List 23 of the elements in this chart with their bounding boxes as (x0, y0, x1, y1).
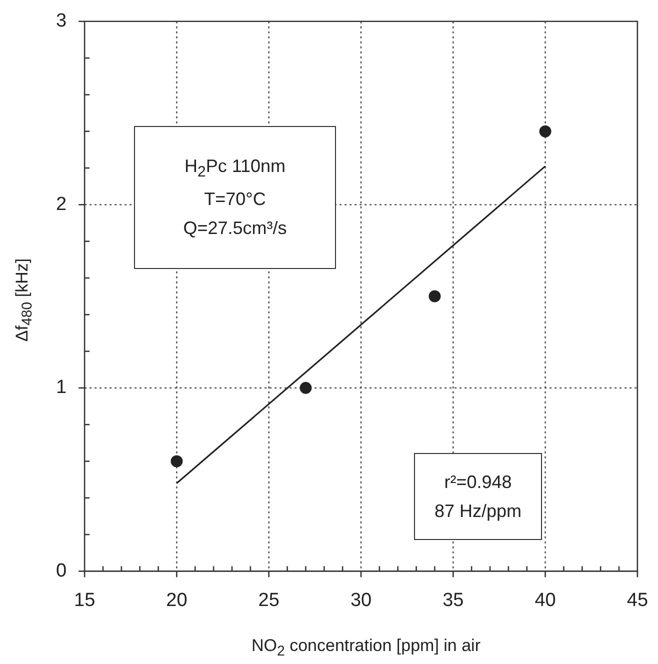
y-tick-label: 3 (56, 10, 67, 32)
annotation: Q=27.5cm³/s (182, 216, 288, 240)
x-tick-label: 35 (442, 590, 464, 611)
y-tick-label: 2 (56, 194, 67, 215)
y-tick-label: 1 (56, 377, 67, 398)
point (428, 290, 441, 302)
x-tick-label: 20 (166, 590, 188, 611)
note-box: H$_{2}$Pc 110nm T=70°C Q=27.5cm³/s (134, 126, 336, 269)
annotation: 87 Hz/ppm (433, 500, 523, 523)
x-tick-label: 30 (350, 590, 372, 611)
x-tick-label: 25 (258, 590, 280, 611)
point (300, 382, 312, 394)
x-tick-label: 15 (74, 590, 96, 611)
y-tick-label: 0 (56, 560, 67, 582)
annotation: T=70°C (203, 188, 267, 211)
annotation: H$_{2}$Pc 110nm (183, 155, 287, 183)
point (170, 455, 183, 468)
x-tick-label: 40 (534, 590, 556, 611)
note-box: r²=0.948 87 Hz/ppm (414, 453, 542, 540)
annotation: r²=0.948 (443, 470, 513, 494)
x-axis-title: NO$_{2}$ concentration [ppm] in air (252, 636, 480, 660)
point (539, 125, 552, 138)
x-tick-label: 45 (626, 590, 648, 611)
